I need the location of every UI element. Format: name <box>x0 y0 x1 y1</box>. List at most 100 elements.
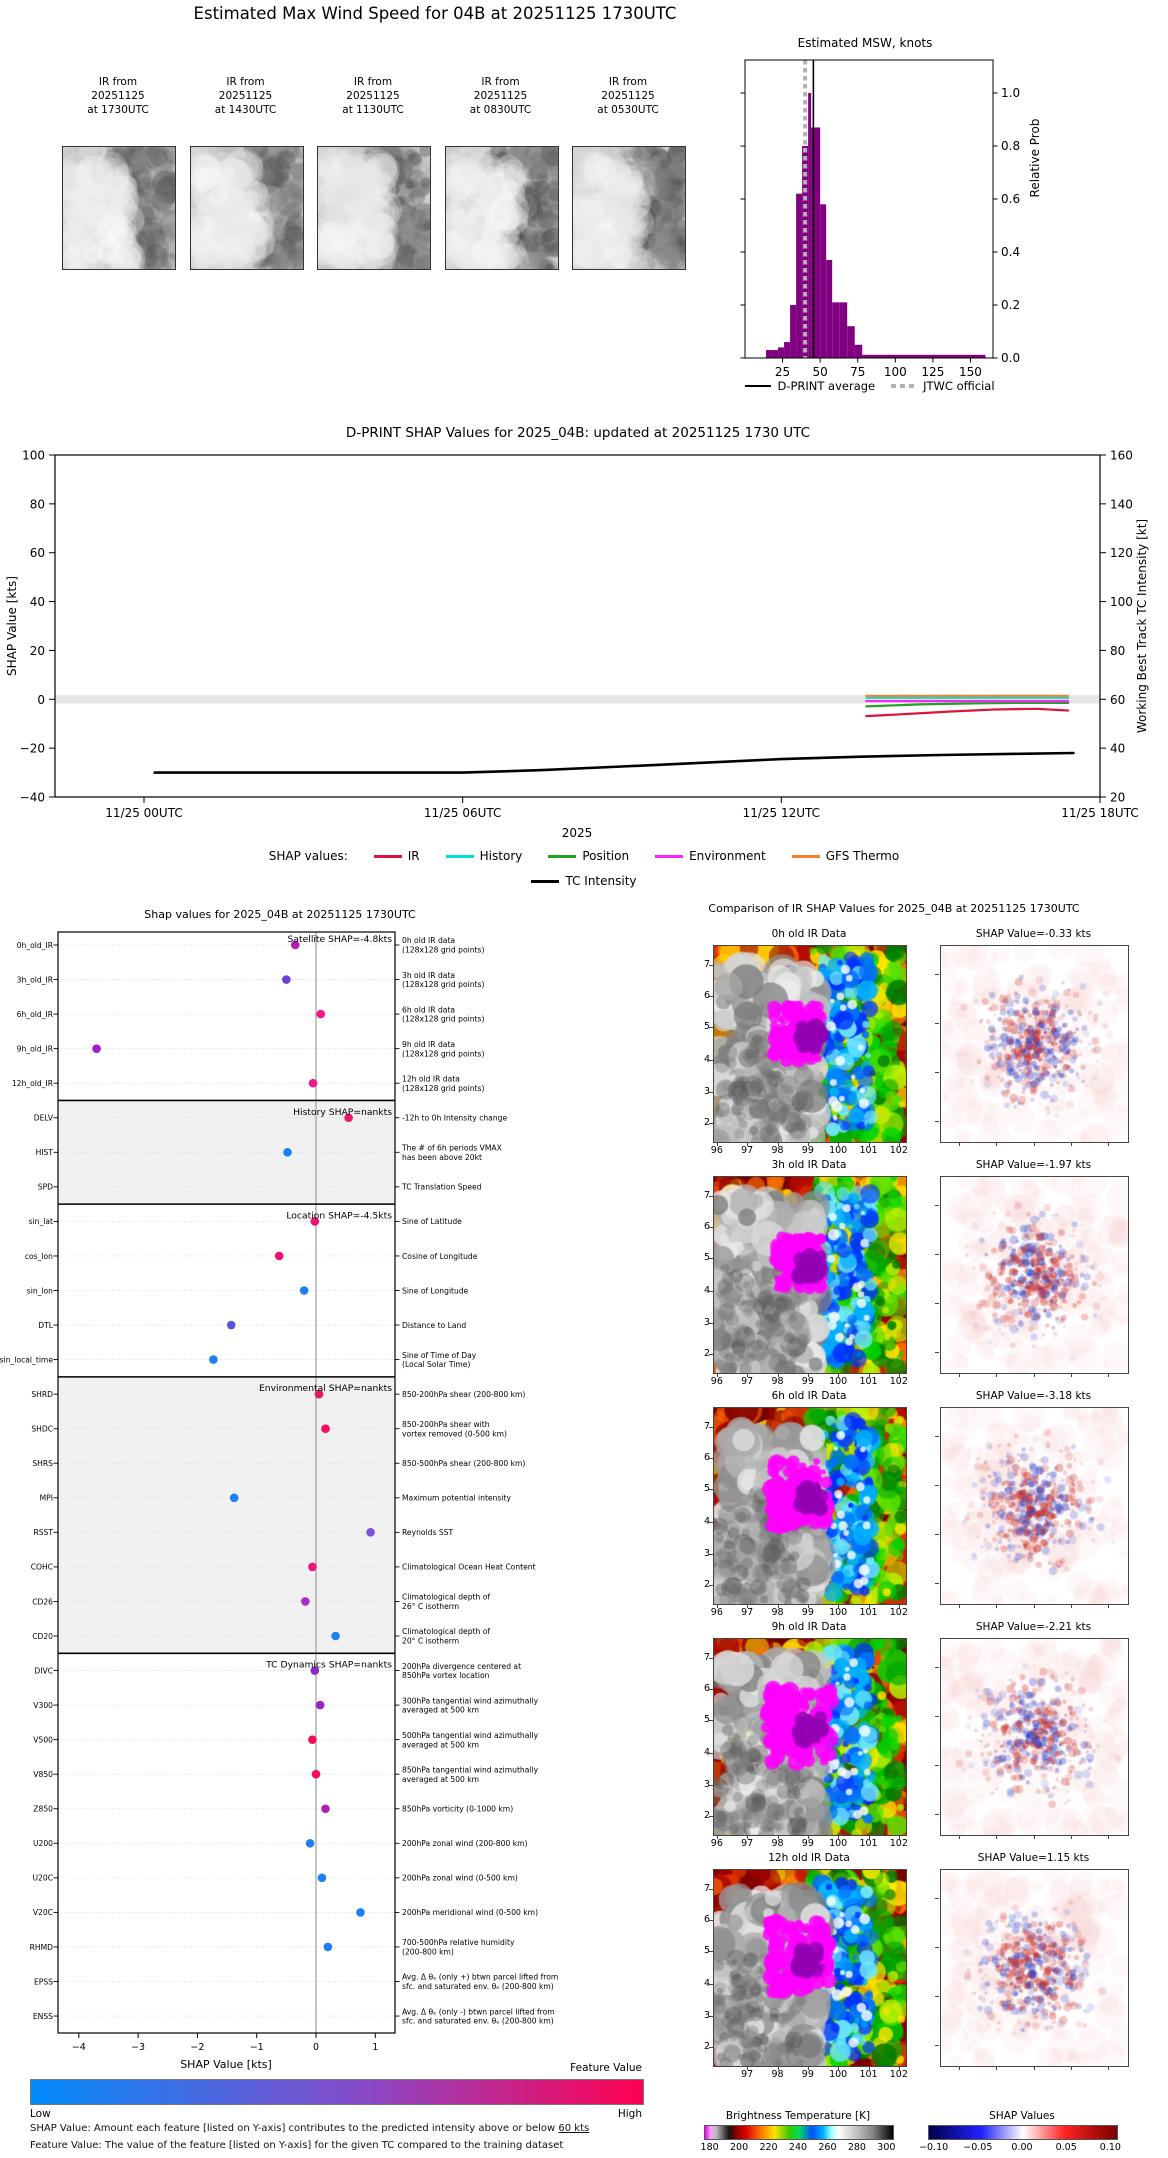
feature-label: V500 <box>33 1735 53 1744</box>
x-tick-label: 11/25 12UTC <box>743 806 820 820</box>
legend-swatch <box>655 854 684 858</box>
lon-tick-mark <box>898 1835 900 1839</box>
lon-tick-label: 96 <box>710 1376 723 1387</box>
feature-label: sin_lon <box>27 1286 53 1295</box>
jtwc-official-line-swatch <box>891 383 918 389</box>
ir-thumbnail-image <box>317 146 431 270</box>
shap-dot-DELV <box>344 1113 353 1123</box>
lon-tick-mark <box>838 1373 840 1377</box>
lon-tick-label: 97 <box>741 2069 754 2080</box>
lon-tick-label: 100 <box>829 1838 848 1849</box>
shap-dot-9h_old_IR <box>92 1044 101 1053</box>
feature-description: (128x128 grid points) <box>402 1084 484 1093</box>
ir-panel-image <box>713 1638 907 1836</box>
feature-description: 0h old IR data <box>402 936 455 945</box>
histogram-bar <box>790 305 797 358</box>
section-annotation: Satellite SHAP=-4.8kts <box>288 934 393 945</box>
shap-panel-tick <box>935 974 939 976</box>
feature-label: RHMD <box>30 1943 54 1952</box>
shap-panel-tick <box>958 1604 960 1608</box>
dprint-average-legend-item: D-PRINT average <box>745 379 875 393</box>
lon-tick-label: 101 <box>859 1607 878 1618</box>
feature-description: 200hPa meridional wind (0-500 km) <box>402 1908 538 1917</box>
left-tick-label: 20 <box>30 644 45 658</box>
section-annotation: TC Dynamics SHAP=nankts <box>265 1660 392 1671</box>
shap-cb-tick-label: 0.10 <box>1099 2142 1121 2153</box>
lat-tick-label: 3 <box>703 1317 710 1328</box>
feature-label: CD26 <box>32 1597 53 1606</box>
x-tick-label: 1 <box>372 2042 378 2053</box>
feature-description: (128x128 grid points) <box>402 946 484 955</box>
feature-description: 20° C isotherm <box>402 1637 459 1646</box>
histogram-bar <box>811 127 821 358</box>
histogram-bar <box>772 350 779 358</box>
ir-comparison-title: Comparison of IR SHAP Values for 2025_04… <box>708 902 1080 915</box>
legend-item-gfs-thermo: GFS Thermo <box>791 849 899 863</box>
shap-panel-tick <box>1108 2066 1110 2070</box>
shap-panel-image <box>940 1638 1129 1836</box>
feature-description: Sine of Latitude <box>402 1217 462 1226</box>
lon-tick-mark <box>777 1142 779 1146</box>
lon-tick-label: 98 <box>771 1838 784 1849</box>
ir-panel-image <box>713 1869 907 2067</box>
legend-label: Position <box>582 849 630 863</box>
lon-tick-mark <box>716 1373 718 1377</box>
lon-tick-mark <box>747 1835 749 1839</box>
ir-thumbnail-image <box>62 146 176 270</box>
feature-label: U20C <box>32 1874 53 1883</box>
lon-tick-label: 102 <box>889 2069 908 2080</box>
shap-panel-tick <box>935 1814 939 1816</box>
lat-tick-label: 7 <box>703 1420 710 1432</box>
brightness-temp-colorbar-title: Brightness Temperature [K] <box>725 2110 871 2122</box>
histogram-frame <box>744 59 994 359</box>
lat-tick-label: 3 <box>703 1779 710 1790</box>
ir-thumbnail-label: IR from 20251125 at 0830UTC <box>469 76 532 116</box>
series-position <box>865 701 1070 708</box>
feature-description: Distance to Land <box>402 1321 466 1330</box>
legend-label: History <box>479 849 523 863</box>
shap-dot-RSST <box>366 1528 375 1537</box>
histogram-bar <box>796 193 803 358</box>
lat-tick-mark <box>709 1657 713 1659</box>
lat-tick-mark <box>709 1919 713 1921</box>
lon-tick-mark <box>716 1604 718 1608</box>
brightness-temp-colorbar <box>704 2125 894 2140</box>
lon-tick-label: 97 <box>741 1607 754 1618</box>
shap-dot-SHDC <box>321 1424 330 1433</box>
shap-dot-12h_old_IR <box>308 1078 318 1088</box>
shap-panel-tick <box>958 1835 960 1839</box>
lon-tick-mark <box>868 1373 870 1377</box>
legend-label: Environment <box>689 849 766 863</box>
left-tick-label: 100 <box>22 449 45 463</box>
lon-tick-label: 99 <box>801 1145 814 1156</box>
feature-label: U200 <box>33 1839 53 1848</box>
lon-tick-mark <box>838 1835 840 1839</box>
lon-tick-label: 98 <box>771 2069 784 2080</box>
feature-label: 3h_old_IR <box>17 975 54 984</box>
lon-tick-mark <box>898 1373 900 1377</box>
lat-tick-label: 5 <box>703 1714 710 1726</box>
shap-panel-tick <box>1070 2066 1072 2070</box>
x-tick-label: −3 <box>131 2042 145 2053</box>
lon-tick-label: 97 <box>741 1838 754 1849</box>
dprint-average-label: D-PRINT average <box>777 379 876 393</box>
lon-tick-label: 102 <box>889 1607 908 1618</box>
shap-dot-SHRD <box>314 1389 324 1399</box>
shap-panel-tick <box>1108 1835 1110 1839</box>
lon-tick-mark <box>807 1373 809 1377</box>
shap-dot-3h_old_IR <box>282 975 291 984</box>
shap-panel-tick <box>935 1667 939 1669</box>
lon-tick-label: 96 <box>710 1607 723 1618</box>
lat-tick-label: 6 <box>703 1913 710 1925</box>
x-tick-label: 125 <box>921 365 944 379</box>
feature-description: (128x128 grid points) <box>402 1049 484 1058</box>
shap-dot-CD20 <box>331 1631 340 1641</box>
shap-dot-sin_lat <box>310 1217 320 1226</box>
lat-tick-label: 4 <box>703 1746 710 1758</box>
x-tick-label: 11/25 06UTC <box>424 806 501 820</box>
left-tick-label: 40 <box>30 595 45 609</box>
shap-cb-tick-label: −0.10 <box>919 2142 949 2153</box>
lon-tick-mark <box>898 1142 900 1146</box>
legend-item-ir: IR <box>373 849 420 863</box>
feature-description: 6h old IR data <box>402 1005 455 1014</box>
